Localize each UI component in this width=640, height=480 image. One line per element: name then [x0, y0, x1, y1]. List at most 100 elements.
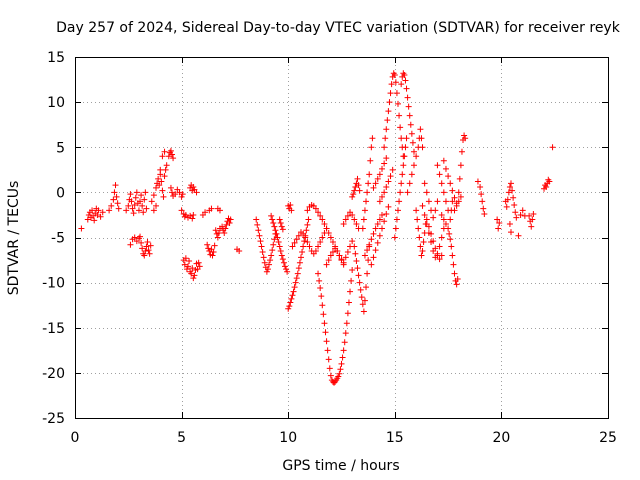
- data-point: [462, 135, 469, 142]
- data-point: [189, 265, 196, 272]
- data-point: [389, 166, 396, 173]
- data-point: [128, 198, 135, 205]
- data-point: [442, 198, 449, 205]
- data-point: [131, 202, 138, 209]
- data-point: [178, 207, 185, 214]
- data-point: [144, 239, 151, 246]
- data-point: [418, 135, 425, 142]
- data-point: [343, 320, 350, 327]
- data-point: [123, 207, 130, 214]
- data-point: [440, 157, 447, 164]
- data-point: [354, 265, 361, 272]
- data-point: [400, 162, 407, 169]
- y-tick-label: 0: [56, 185, 65, 201]
- data-point: [381, 218, 388, 225]
- data-point: [447, 180, 454, 187]
- data-point: [394, 207, 401, 214]
- data-point: [345, 299, 352, 306]
- data-point: [351, 187, 358, 194]
- data-point: [270, 241, 277, 248]
- data-point: [293, 275, 300, 282]
- data-point: [297, 254, 304, 261]
- data-point: [381, 189, 388, 196]
- data-point: [259, 248, 266, 255]
- data-point: [344, 248, 351, 255]
- y-axis-label: SDTVAR / TECUs: [6, 181, 22, 296]
- data-point: [451, 270, 458, 277]
- data-point: [317, 239, 324, 246]
- data-point: [324, 347, 331, 354]
- data-point: [319, 302, 326, 309]
- data-point: [383, 183, 390, 190]
- data-point: [261, 259, 268, 266]
- data-point: [253, 216, 260, 223]
- data-point: [440, 189, 447, 196]
- data-point: [352, 183, 359, 190]
- data-point: [167, 184, 174, 191]
- data-point: [190, 211, 197, 218]
- data-point: [278, 223, 285, 230]
- data-point: [494, 216, 501, 223]
- data-point: [351, 243, 358, 250]
- data-point: [549, 144, 556, 151]
- data-point: [546, 178, 553, 185]
- data-point: [340, 259, 347, 266]
- data-point: [181, 261, 188, 268]
- data-point: [162, 166, 169, 173]
- data-point: [219, 223, 226, 230]
- data-point: [397, 124, 404, 131]
- data-point: [165, 153, 172, 160]
- data-point: [458, 148, 465, 155]
- data-point: [448, 243, 455, 250]
- data-point: [349, 211, 356, 218]
- data-point: [403, 135, 410, 142]
- data-point: [84, 216, 91, 223]
- data-point: [402, 144, 409, 151]
- data-point: [349, 238, 356, 245]
- data-point: [420, 239, 427, 246]
- data-point: [342, 216, 349, 223]
- data-point: [278, 252, 285, 259]
- data-point: [517, 211, 524, 218]
- data-point: [376, 171, 383, 178]
- data-point: [317, 285, 324, 292]
- data-point: [353, 257, 360, 264]
- data-point: [361, 252, 368, 259]
- data-point: [372, 180, 379, 187]
- y-tick-label: -25: [42, 411, 65, 427]
- data-point: [327, 372, 334, 379]
- data-point: [404, 94, 411, 101]
- data-point: [276, 216, 283, 223]
- data-point: [293, 236, 300, 243]
- data-point: [344, 310, 351, 317]
- data-point: [379, 225, 386, 232]
- data-point: [401, 153, 408, 160]
- data-point: [344, 212, 351, 219]
- data-point: [296, 259, 303, 266]
- data-point: [457, 162, 464, 169]
- data-point: [364, 247, 371, 254]
- data-point: [269, 247, 276, 254]
- data-point: [519, 207, 526, 214]
- data-point: [364, 189, 371, 196]
- y-tick-label: -20: [42, 366, 65, 382]
- data-point: [510, 194, 517, 201]
- data-point: [183, 266, 190, 273]
- data-point: [325, 229, 332, 236]
- data-point: [353, 220, 360, 227]
- data-point: [366, 171, 373, 178]
- data-point: [277, 248, 284, 255]
- data-point: [170, 155, 177, 162]
- data-point: [97, 213, 104, 220]
- data-point: [321, 320, 328, 327]
- data-point: [347, 288, 354, 295]
- data-point: [376, 216, 383, 223]
- data-point: [361, 207, 368, 214]
- data-point: [112, 182, 119, 189]
- data-point: [338, 256, 345, 263]
- data-point: [209, 252, 216, 259]
- data-point: [445, 225, 452, 232]
- data-point: [526, 212, 533, 219]
- data-point: [341, 339, 348, 346]
- data-point: [356, 187, 363, 194]
